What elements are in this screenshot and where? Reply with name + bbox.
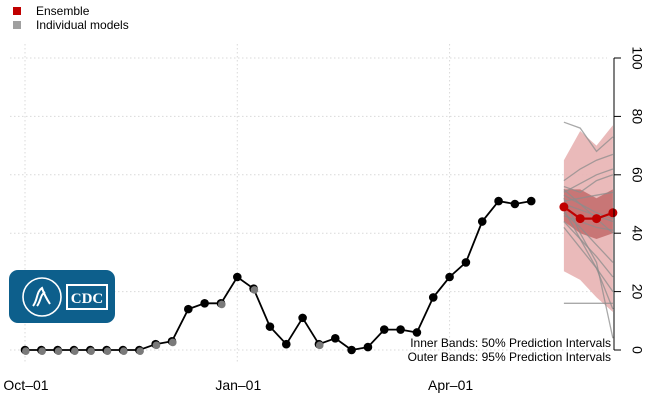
observed-point-16 (281, 339, 291, 349)
observed-point-28 (477, 217, 487, 226)
individual-model-line-11 (563, 191, 614, 202)
y-tick-label-60: 60 (629, 167, 645, 183)
hhs-eagle-icon (32, 286, 51, 307)
legend-label-individual-models: Individual models (36, 18, 129, 32)
model-overlay-point-2 (54, 347, 63, 356)
individual-model-line-10 (563, 188, 614, 234)
individual-model-line-9 (563, 221, 614, 278)
model-overlay-point-5 (103, 347, 112, 356)
observed-point-31 (526, 196, 536, 206)
ensemble-median-line (563, 206, 614, 220)
y-axis: 0 20 40 60 80 100 (613, 46, 645, 354)
model-overlay-point-7 (136, 347, 144, 356)
model-overlay-point-18 (315, 341, 324, 350)
individual-model-line-14 (563, 174, 614, 194)
ensemble-series (559, 202, 618, 224)
y-tick-label-100: 100 (629, 46, 645, 70)
y-tick-label-40: 40 (629, 225, 645, 241)
individual-model-line-13 (563, 226, 614, 292)
x-tick-label-0: Oct–01 (3, 377, 48, 393)
cdc-logo: CDC (9, 270, 115, 323)
observed-series (20, 196, 536, 356)
y-tick-label-0: 0 (629, 346, 645, 354)
ensemble-point-1 (575, 214, 585, 224)
individual-model-line-3 (563, 209, 614, 310)
legend: Ensemble Individual models (13, 4, 129, 32)
observed-point-23 (396, 325, 405, 334)
cdc-wordmark-inner (68, 286, 106, 308)
individual-model-line-5 (563, 168, 614, 193)
observed-point-30 (510, 199, 520, 209)
x-tick-label-2: Apr–01 (428, 377, 473, 393)
model-overlay-point-8 (152, 341, 161, 350)
x-axis: Oct–01 Jan–01 Apr–01 (3, 377, 473, 393)
observed-point-25 (428, 293, 438, 302)
ensemble-point-0 (559, 202, 569, 212)
model-overlay-point-0 (22, 347, 30, 356)
grid-lines (10, 44, 607, 364)
individual-model-line-12 (563, 212, 614, 263)
hhs-seal-icon (22, 277, 62, 317)
individual-model-line-6 (563, 203, 614, 223)
observed-point-29 (494, 196, 503, 206)
observed-point-27 (461, 258, 471, 267)
y-tick-label-80: 80 (629, 109, 645, 125)
observed-point-19 (330, 334, 340, 343)
legend-label-ensemble: Ensemble (36, 4, 90, 18)
annotation-inner-bands: Inner Bands: 50% Prediction Intervals (410, 336, 611, 350)
y-tick-label-20: 20 (629, 284, 645, 300)
individual-model-line-7 (563, 215, 614, 231)
observed-point-24 (412, 328, 422, 337)
cdc-wordmark: CDC (71, 291, 104, 307)
model-overlay-point-1 (38, 347, 46, 356)
individual-model-line-0 (563, 121, 614, 153)
observed-point-22 (379, 325, 389, 334)
observed-point-17 (298, 313, 307, 323)
model-overlay-point-14 (250, 286, 259, 294)
observed-point-15 (265, 322, 275, 331)
observed-point-21 (363, 342, 373, 352)
observed-point-11 (200, 298, 209, 308)
annotation-outer-bands: Outer Bands: 95% Prediction Intervals (408, 350, 611, 364)
observed-point-26 (445, 272, 454, 282)
individual-model-lines (563, 121, 614, 339)
model-overlay-point-3 (70, 347, 79, 356)
legend-swatch-ensemble (13, 7, 21, 15)
observed-point-20 (347, 345, 356, 355)
observed-point-13 (232, 272, 242, 282)
model-overlay-point-12 (217, 300, 226, 309)
model-overlay-point-6 (119, 347, 128, 356)
model-overlay-point-4 (87, 347, 95, 356)
ensemble-point-2 (592, 214, 602, 224)
model-overlay-point-9 (168, 338, 177, 347)
observed-point-10 (184, 304, 193, 314)
ensemble-point-3 (608, 208, 618, 218)
legend-swatch-individual-models (13, 21, 21, 29)
individual-model-line-4 (563, 153, 614, 182)
x-tick-label-1: Jan–01 (215, 377, 261, 393)
